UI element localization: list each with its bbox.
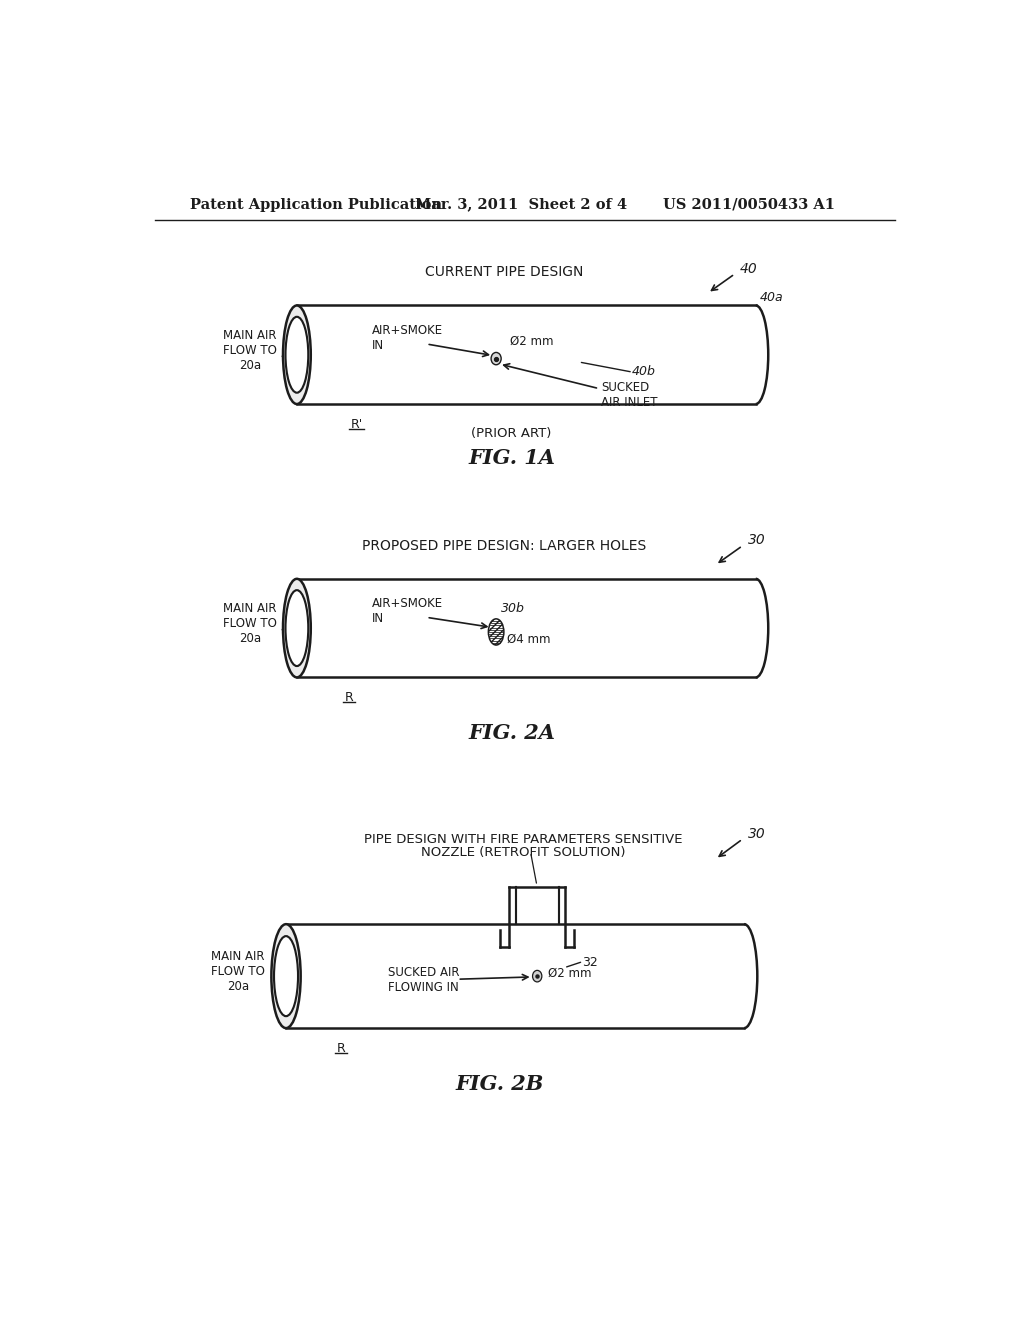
Ellipse shape: [271, 924, 301, 1028]
Text: (PRIOR ART): (PRIOR ART): [471, 426, 552, 440]
Text: R: R: [337, 1041, 345, 1055]
Text: Ø4 mm: Ø4 mm: [507, 634, 551, 647]
Text: MAIN AIR
FLOW TO
20a: MAIN AIR FLOW TO 20a: [223, 602, 276, 645]
Ellipse shape: [283, 578, 310, 677]
Ellipse shape: [286, 590, 308, 667]
Text: SUCKED
AIR INLET: SUCKED AIR INLET: [601, 380, 657, 409]
Text: 30b: 30b: [501, 602, 524, 615]
Text: US 2011/0050433 A1: US 2011/0050433 A1: [663, 198, 835, 211]
Text: MAIN AIR
FLOW TO
20a: MAIN AIR FLOW TO 20a: [211, 950, 265, 993]
Text: NOZZLE (RETROFIT SOLUTION): NOZZLE (RETROFIT SOLUTION): [421, 846, 626, 859]
Text: 30: 30: [748, 533, 766, 548]
Text: PIPE DESIGN WITH FIRE PARAMETERS SENSITIVE: PIPE DESIGN WITH FIRE PARAMETERS SENSITI…: [364, 833, 683, 846]
Text: 40a: 40a: [760, 290, 783, 304]
Text: FIG. 2B: FIG. 2B: [456, 1073, 544, 1093]
Text: FIG. 1A: FIG. 1A: [468, 447, 555, 467]
Text: Mar. 3, 2011  Sheet 2 of 4: Mar. 3, 2011 Sheet 2 of 4: [415, 198, 627, 211]
Text: CURRENT PIPE DESIGN: CURRENT PIPE DESIGN: [425, 265, 583, 280]
Text: R: R: [344, 690, 353, 704]
Text: AIR+SMOKE
IN: AIR+SMOKE IN: [372, 597, 443, 626]
Text: AIR+SMOKE
IN: AIR+SMOKE IN: [372, 323, 443, 352]
Ellipse shape: [286, 317, 308, 392]
Text: 32: 32: [583, 956, 598, 969]
Text: R': R': [350, 417, 362, 430]
Text: 40c: 40c: [287, 343, 310, 356]
Text: 40b: 40b: [632, 366, 655, 379]
Ellipse shape: [283, 305, 310, 404]
Ellipse shape: [488, 619, 504, 645]
Text: Ø2 mm: Ø2 mm: [548, 966, 592, 979]
Text: PROPOSED PIPE DESIGN: LARGER HOLES: PROPOSED PIPE DESIGN: LARGER HOLES: [361, 539, 646, 553]
Text: MAIN AIR
FLOW TO
20a: MAIN AIR FLOW TO 20a: [223, 329, 276, 372]
Text: SUCKED AIR
FLOWING IN: SUCKED AIR FLOWING IN: [388, 966, 459, 994]
Ellipse shape: [274, 936, 298, 1016]
Ellipse shape: [492, 352, 501, 364]
Text: 40: 40: [740, 261, 758, 276]
Text: 30: 30: [748, 826, 766, 841]
Text: Ø2 mm: Ø2 mm: [510, 335, 554, 348]
Text: FIG. 2A: FIG. 2A: [468, 723, 555, 743]
Text: Patent Application Publication: Patent Application Publication: [190, 198, 442, 211]
Ellipse shape: [532, 970, 542, 982]
